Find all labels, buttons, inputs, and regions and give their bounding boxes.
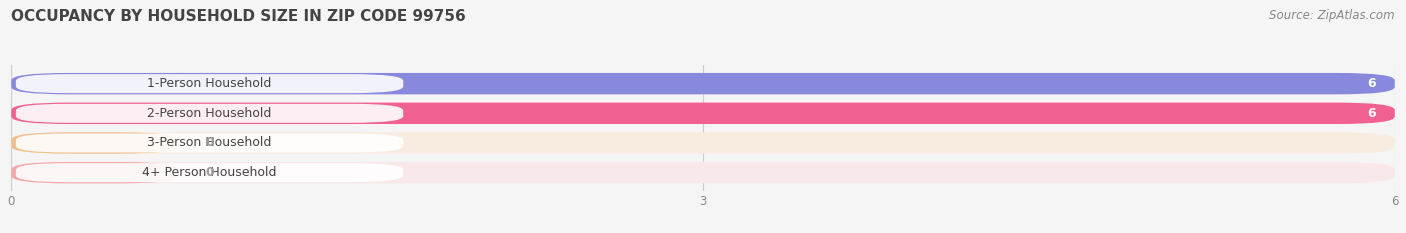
FancyBboxPatch shape [15,134,404,152]
FancyBboxPatch shape [11,73,1395,94]
FancyBboxPatch shape [11,103,1395,124]
Text: 0: 0 [205,137,214,150]
FancyBboxPatch shape [11,132,177,154]
Text: 1-Person Household: 1-Person Household [148,77,271,90]
FancyBboxPatch shape [11,162,1395,183]
FancyBboxPatch shape [11,132,1395,154]
Text: Source: ZipAtlas.com: Source: ZipAtlas.com [1270,9,1395,22]
Text: 6: 6 [1368,77,1376,90]
FancyBboxPatch shape [15,74,404,93]
Text: 0: 0 [205,166,214,179]
FancyBboxPatch shape [15,104,404,123]
Text: 3-Person Household: 3-Person Household [148,137,271,150]
FancyBboxPatch shape [11,103,1395,124]
FancyBboxPatch shape [15,163,404,182]
Text: 2-Person Household: 2-Person Household [148,107,271,120]
FancyBboxPatch shape [11,73,1395,94]
Text: 4+ Person Household: 4+ Person Household [142,166,277,179]
Text: 6: 6 [1368,107,1376,120]
Text: OCCUPANCY BY HOUSEHOLD SIZE IN ZIP CODE 99756: OCCUPANCY BY HOUSEHOLD SIZE IN ZIP CODE … [11,9,465,24]
FancyBboxPatch shape [11,162,177,183]
